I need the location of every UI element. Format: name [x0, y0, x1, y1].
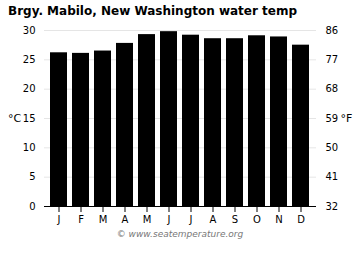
svg-text:D: D: [297, 214, 305, 225]
svg-text:N: N: [275, 214, 282, 225]
svg-text:68: 68: [326, 83, 339, 94]
svg-text:5: 5: [29, 171, 35, 182]
svg-text:59: 59: [326, 113, 339, 124]
svg-text:A: A: [210, 214, 217, 225]
svg-text:F: F: [78, 214, 84, 225]
svg-text:15: 15: [23, 113, 36, 124]
svg-text:10: 10: [23, 142, 36, 153]
svg-text:S: S: [232, 214, 238, 225]
svg-text:J: J: [167, 214, 171, 225]
svg-text:86: 86: [326, 25, 339, 36]
svg-text:J: J: [57, 214, 61, 225]
html-text:© www.seatemperature.org: © www.seatemperature.org: [116, 229, 244, 239]
svg-text:M: M: [143, 214, 152, 225]
svg-text:0: 0: [29, 201, 35, 212]
svg-text:A: A: [122, 214, 129, 225]
svg-text:°F: °F: [341, 112, 353, 125]
svg-text:50: 50: [326, 142, 339, 153]
svg-text:41: 41: [326, 171, 339, 182]
svg-text:J: J: [189, 214, 193, 225]
svg-text:20: 20: [23, 83, 36, 94]
svg-text:M: M: [99, 214, 108, 225]
html-text:Brgy. Mabilo, New Washington w: Brgy. Mabilo, New Washington water temp: [8, 4, 298, 18]
svg-text:25: 25: [23, 54, 36, 65]
svg-text:77: 77: [326, 54, 339, 65]
svg-text:O: O: [253, 214, 261, 225]
svg-text:30: 30: [23, 25, 36, 36]
svg-text:32: 32: [326, 201, 339, 212]
svg-text:°C: °C: [8, 112, 22, 125]
